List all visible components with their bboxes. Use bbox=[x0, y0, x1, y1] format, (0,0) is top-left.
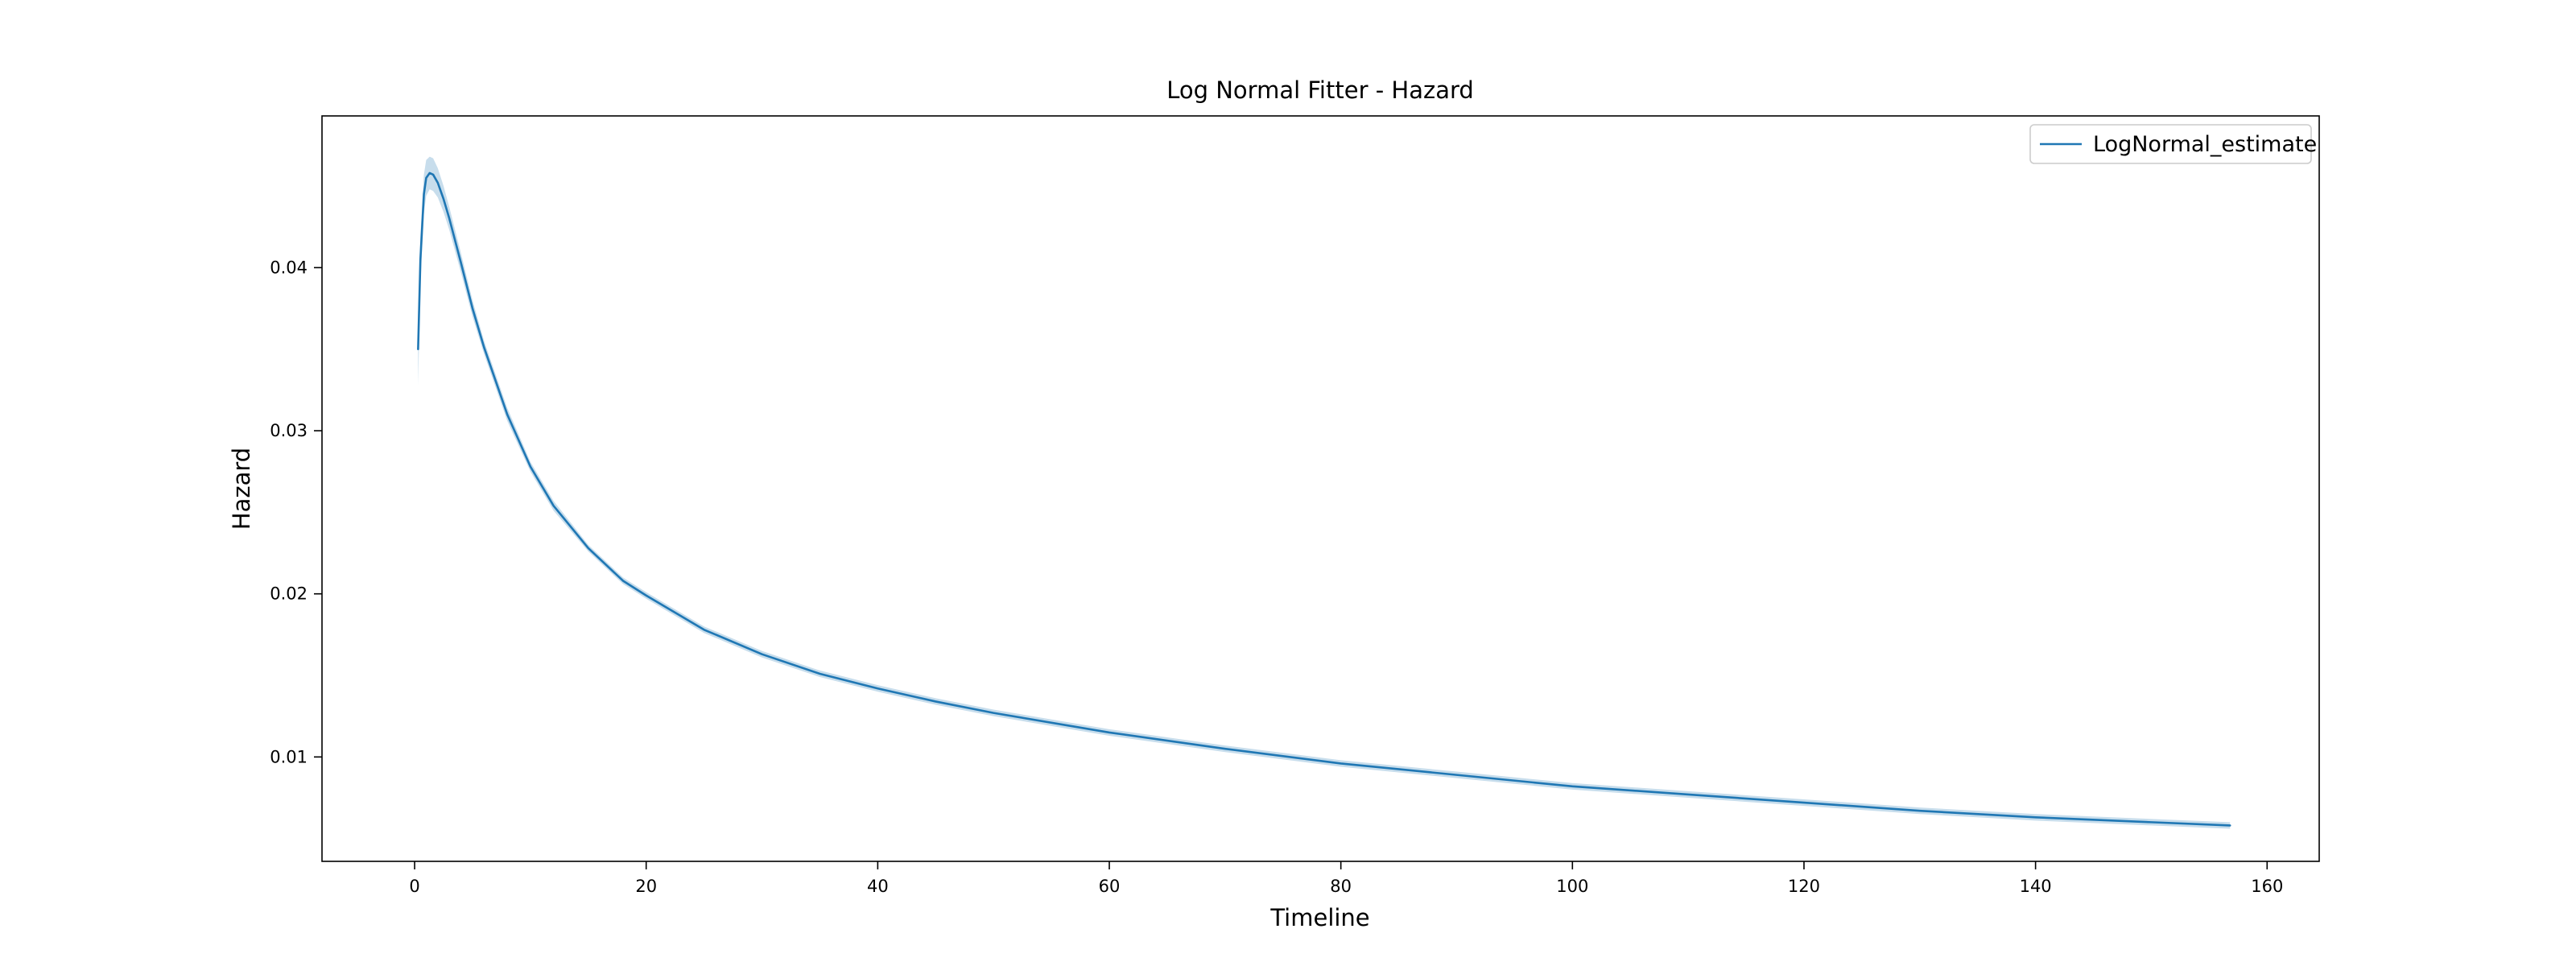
plot-area-frame bbox=[321, 115, 2320, 862]
x-axis-ticks: 0 20 40 60 80 100 120 140 160 bbox=[409, 861, 2283, 896]
x-tick-label: 120 bbox=[1788, 877, 1820, 896]
x-tick-label: 100 bbox=[1556, 877, 1588, 896]
x-tick-label: 20 bbox=[635, 877, 657, 896]
series-line-0 bbox=[417, 171, 2231, 827]
legend: LogNormal_estimate bbox=[2029, 124, 2317, 164]
x-axis-label: Timeline bbox=[1269, 904, 1369, 931]
y-tick-label: 0.01 bbox=[270, 747, 308, 766]
x-tick-label: 0 bbox=[409, 877, 419, 896]
x-tick-label: 140 bbox=[2020, 877, 2052, 896]
series-line-layer bbox=[417, 171, 2231, 827]
y-tick-label: 0.04 bbox=[270, 258, 308, 277]
x-tick-label: 160 bbox=[2251, 877, 2283, 896]
y-axis-ticks: 0.01 0.02 0.03 0.04 bbox=[270, 258, 322, 766]
chart-title: Log Normal Fitter - Hazard bbox=[1166, 76, 1474, 104]
y-tick-label: 0.02 bbox=[270, 584, 308, 604]
y-tick-label: 0.03 bbox=[270, 421, 308, 440]
x-tick-label: 60 bbox=[1099, 877, 1121, 896]
y-axis-label: Hazard bbox=[228, 448, 255, 530]
legend-box bbox=[2029, 124, 2312, 164]
x-tick-label: 40 bbox=[867, 877, 889, 896]
x-tick-label: 80 bbox=[1330, 877, 1352, 896]
legend-entry-label: LogNormal_estimate bbox=[2093, 132, 2317, 157]
